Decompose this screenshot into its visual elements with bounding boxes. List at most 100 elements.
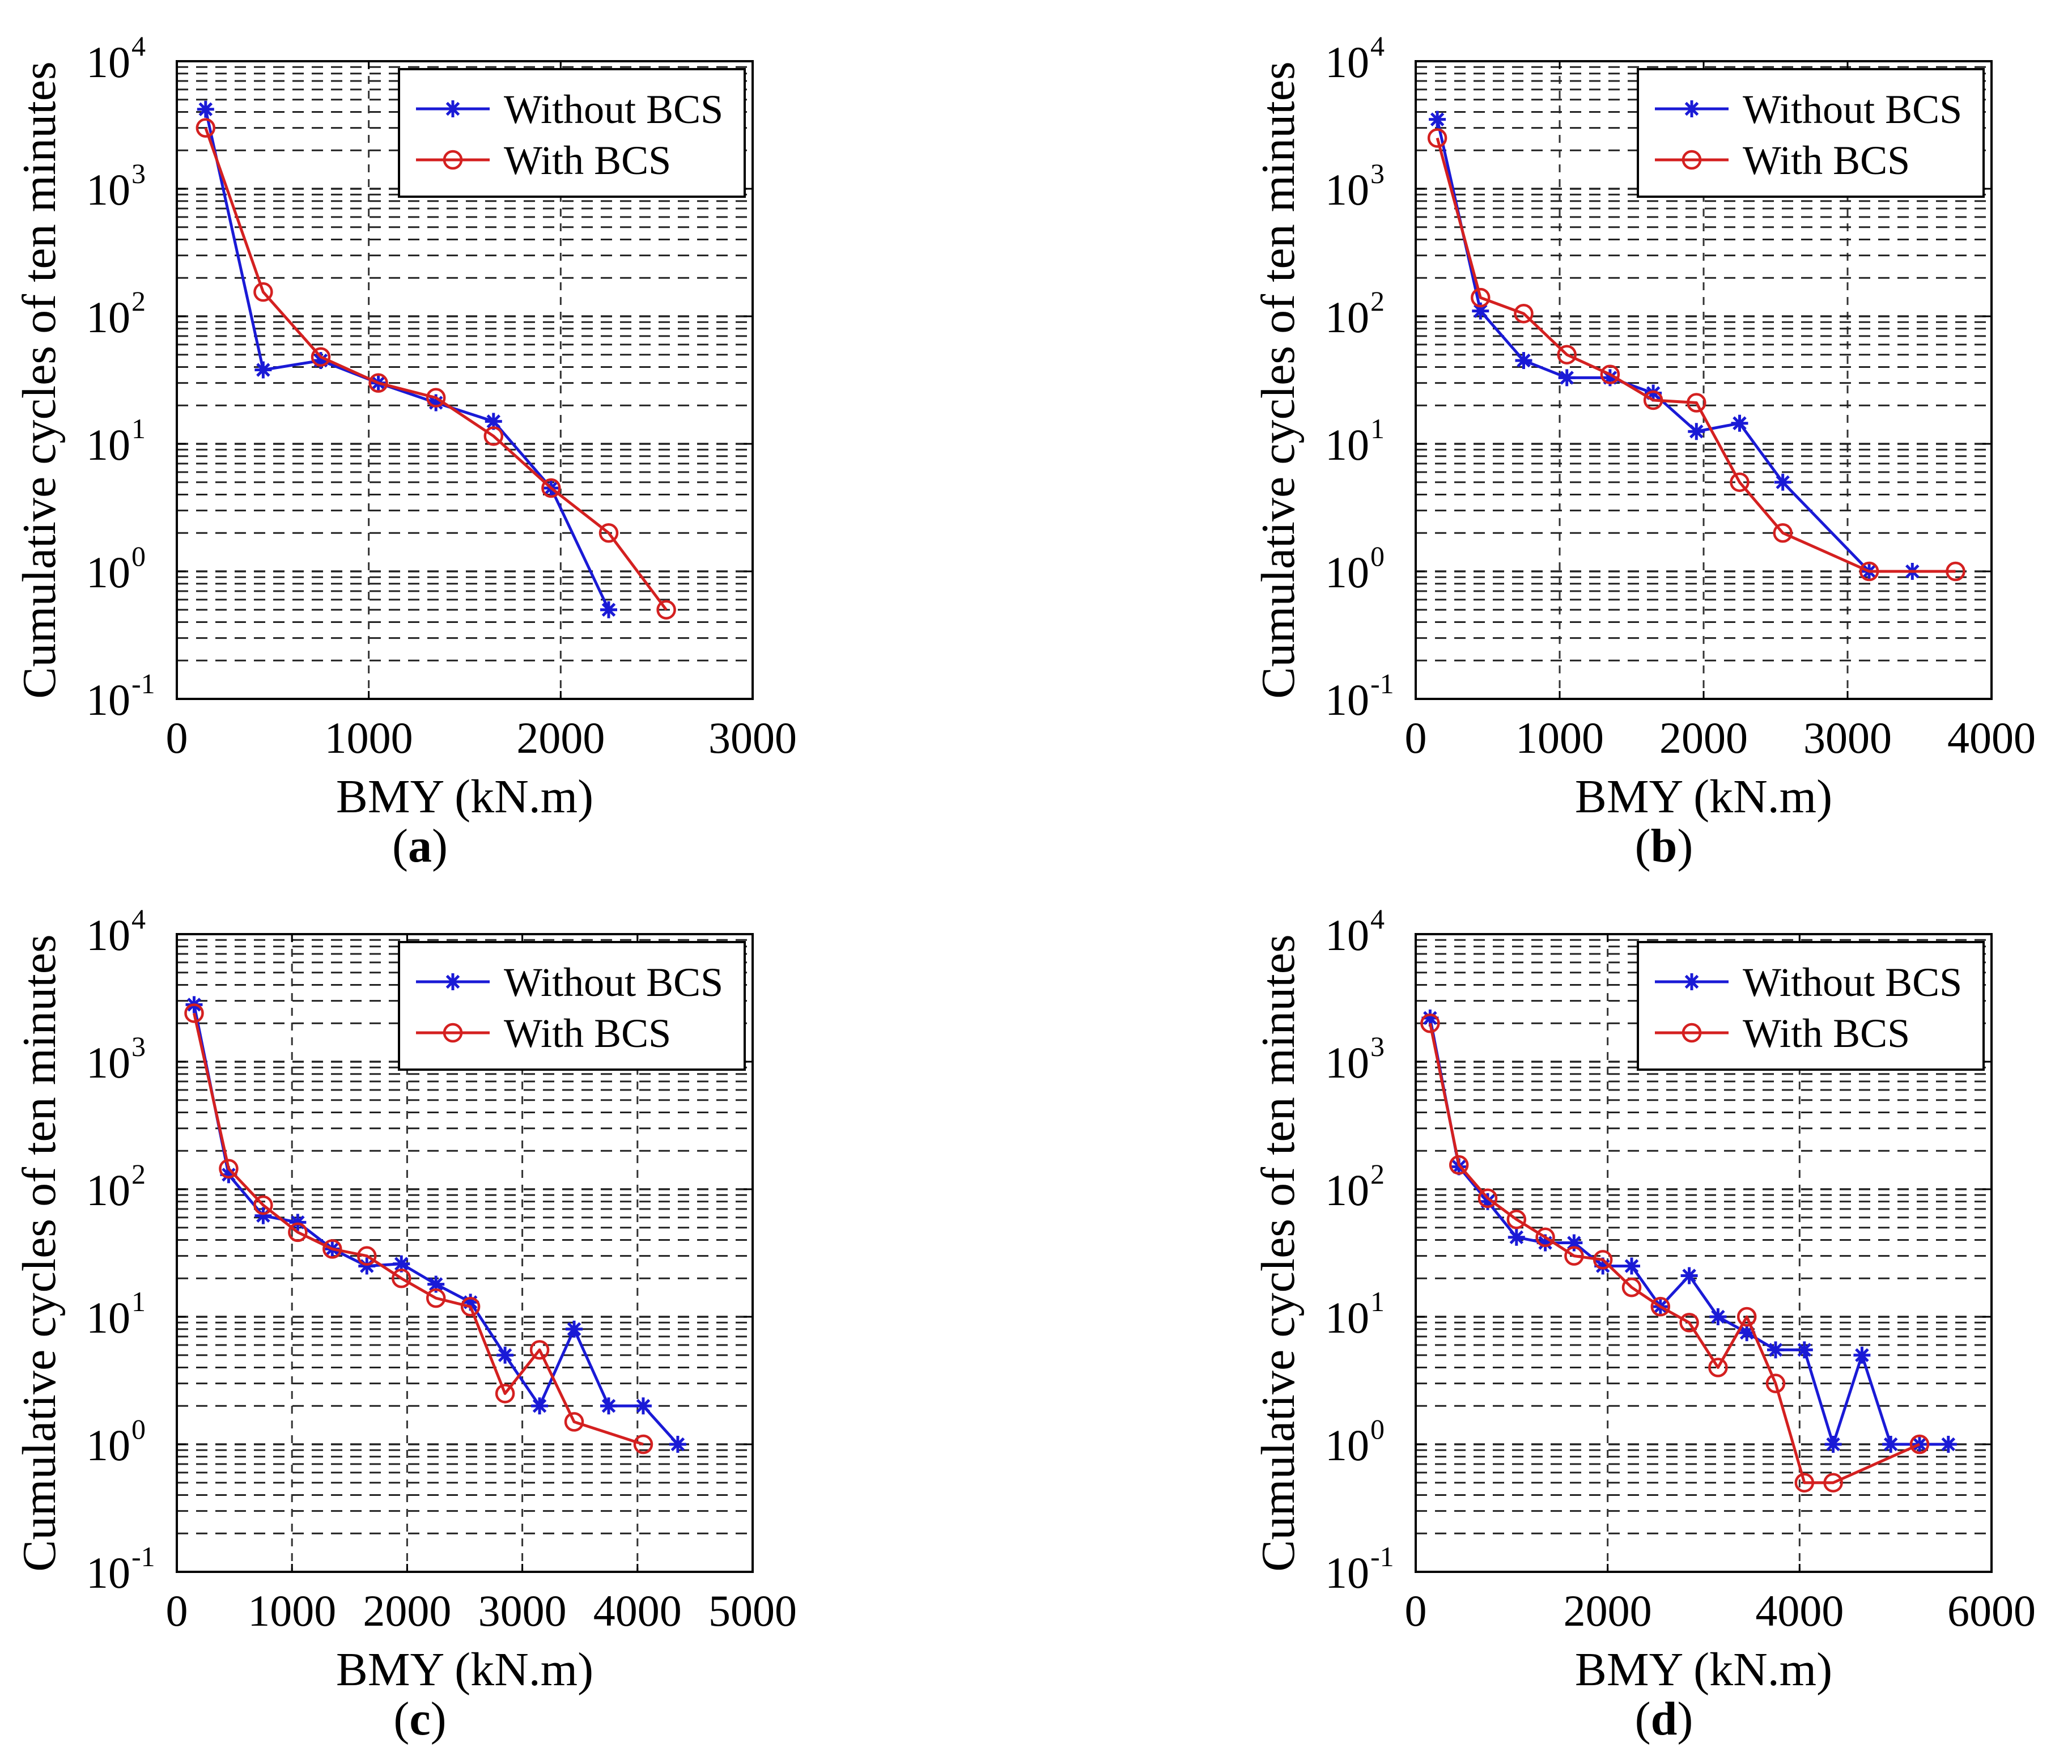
y-tick-exponent: 2 [131,1158,146,1190]
x-tick-label: 2000 [1659,713,1748,762]
y-tick-base: 10 [1325,1293,1369,1342]
data-point [1687,393,1706,413]
data-point [184,1003,204,1023]
data-point [566,1320,583,1338]
x-tick-label: 3000 [708,713,797,762]
y-tick-label: 10 3 [1325,158,1385,214]
data-point [1600,364,1620,384]
data-point [669,1436,686,1453]
data-point [253,282,273,302]
y-tick-label: 10 2 [86,285,146,342]
legend-marker [443,150,463,170]
y-tick-label: 10 2 [1325,285,1385,342]
data-point [1765,1373,1786,1393]
data-point [1515,352,1532,370]
caption-letter: d [1651,1693,1678,1745]
legend-marker [1683,973,1700,990]
data-point [391,1269,411,1288]
data-point [1514,303,1534,324]
legend-item-with-bcs: With BCS [1655,138,1910,183]
y-tick-base: 10 [1325,1548,1369,1597]
y-tick-label: 10 1 [86,1286,146,1342]
data-point [196,118,216,138]
y-tick-label: 10 -1 [86,1541,155,1597]
data-point [1853,1346,1871,1364]
x-tick-label: 1000 [325,713,413,762]
data-point [1623,1257,1640,1275]
caption-paren-open: ( [1635,820,1651,872]
data-point [633,1434,653,1455]
y-tick-label: 10 0 [1325,540,1385,597]
data-point [600,601,617,618]
data-point [254,361,272,379]
y-tick-label: 10 4 [86,903,146,960]
x-tick-label: 5000 [708,1586,797,1635]
y-tick-base: 10 [1325,548,1369,597]
y-axis-label: Cumulative cycles of ten minutes [13,934,66,1571]
y-tick-exponent: 1 [1370,413,1385,444]
data-point [1564,1246,1584,1266]
data-point [393,1255,410,1273]
data-point [1429,111,1446,128]
data-point [1795,1341,1813,1359]
data-point [483,426,504,446]
caption-paren-open: ( [393,1693,409,1745]
data-point [656,600,676,620]
data-point [1679,1313,1699,1333]
y-tick-exponent: 4 [131,903,146,935]
legend-item-with-bcs: With BCS [416,1011,671,1056]
data-point [1472,302,1489,320]
data-point [1477,1188,1498,1208]
data-point [1643,390,1663,410]
data-point [1946,561,1965,582]
legend-label: Without BCS [504,87,723,132]
y-tick-label: 10 0 [86,540,146,597]
x-tick-label: 2000 [516,713,605,762]
data-point [1909,1434,1930,1455]
legend-label: With BCS [1743,1011,1910,1056]
y-tick-label: 10 4 [1325,903,1385,960]
y-tick-base: 10 [86,675,130,724]
y-tick-exponent: 2 [1370,1158,1385,1190]
data-point [1508,1228,1525,1246]
caption-paren-open: ( [1635,1693,1651,1745]
y-tick-exponent: 2 [131,285,146,317]
data-point [1709,1308,1727,1325]
data-point [1794,1473,1815,1492]
y-tick-exponent: 3 [131,1031,146,1062]
y-tick-exponent: 0 [1370,1413,1385,1445]
legend-label: With BCS [504,1011,671,1056]
y-tick-base: 10 [1325,292,1369,342]
data-point [219,1159,239,1178]
legend-marker [1682,150,1702,170]
x-tick-label: 4000 [593,1586,682,1635]
y-tick-base: 10 [1325,1420,1369,1470]
plot-frame [176,60,754,700]
y-tick-exponent: 2 [1370,285,1385,317]
x-tick-label: 6000 [1947,1586,2036,1635]
caption-paren-open: ( [392,820,408,872]
legend-item-without-bcs: Without BCS [1655,87,1962,132]
data-point [541,478,561,498]
y-tick-label: 10 2 [86,1158,146,1215]
data-point [1557,345,1577,364]
data-point [1823,1473,1843,1492]
data-point [1939,1436,1957,1453]
legend-box [398,941,746,1071]
caption-paren-close: ) [432,820,448,872]
y-tick-base: 10 [1325,1165,1369,1215]
x-tick-label: 0 [1405,713,1427,762]
y-tick-base: 10 [1325,165,1369,214]
caption-paren-close: ) [1677,1693,1693,1745]
data-point [460,1296,481,1317]
data-point [1471,287,1491,308]
data-point [1621,1277,1642,1297]
data-point [1708,1358,1728,1377]
data-point [1680,1267,1698,1284]
legend-marker [1683,100,1700,117]
y-tick-base: 10 [86,1420,130,1470]
y-tick-base: 10 [86,548,130,597]
y-tick-exponent: 4 [1370,903,1385,935]
